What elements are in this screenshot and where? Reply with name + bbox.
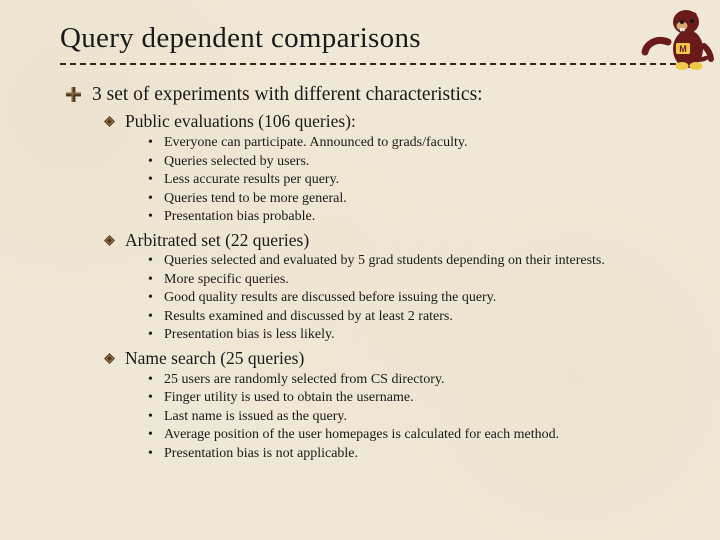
dot-bullet-icon: • (148, 289, 154, 307)
dot-bullet-icon: • (148, 134, 154, 152)
lvl2-heading: Public evaluations (106 queries): (125, 111, 356, 133)
lvl3-text: More specific queries. (164, 271, 289, 289)
lvl1-text: 3 set of experiments with different char… (92, 83, 483, 107)
lvl2-heading: Arbitrated set (22 queries) (125, 230, 309, 252)
bullet-lvl2: Public evaluations (106 queries): (104, 111, 676, 133)
lvl3-text: Presentation bias is not applicable. (164, 445, 358, 463)
bullet-lvl3: • More specific queries. (148, 271, 676, 289)
lvl3-text: Finger utility is used to obtain the use… (164, 389, 414, 407)
lvl3-text: Less accurate results per query. (164, 171, 339, 189)
bullet-lvl3: • Presentation bias probable. (148, 208, 676, 226)
bullet-lvl1: 3 set of experiments with different char… (66, 83, 676, 107)
lvl3-text: Results examined and discussed by at lea… (164, 308, 453, 326)
cross-bullet-icon (66, 87, 81, 102)
diamond-bullet-icon (104, 235, 115, 246)
dot-bullet-icon: • (148, 408, 154, 426)
dot-bullet-icon: • (148, 426, 154, 444)
dot-bullet-icon: • (148, 445, 154, 463)
lvl3-text: Queries tend to be more general. (164, 190, 347, 208)
lvl3-text: Average position of the user homepages i… (164, 426, 559, 444)
lvl3-text: Everyone can participate. Announced to g… (164, 134, 467, 152)
bullet-lvl3: • Queries selected and evaluated by 5 gra… (148, 252, 676, 270)
lvl3-text: Presentation bias is less likely. (164, 326, 335, 344)
title-divider (60, 63, 676, 65)
dot-bullet-icon: • (148, 171, 154, 189)
bullet-lvl3: • Everyone can participate. Announced to … (148, 134, 676, 152)
dot-bullet-icon: • (148, 271, 154, 289)
bullet-lvl3: • Queries tend to be more general. (148, 190, 676, 208)
dot-bullet-icon: • (148, 252, 154, 270)
bullet-lvl3: • Less accurate results per query. (148, 171, 676, 189)
lvl3-text: Last name is issued as the query. (164, 408, 347, 426)
svg-text:M: M (679, 44, 687, 54)
bullet-lvl3: • Good quality results are discussed befo… (148, 289, 676, 307)
lvl2-heading: Name search (25 queries) (125, 348, 304, 370)
bullet-lvl3: • Presentation bias is less likely. (148, 326, 676, 344)
lvl3-text: Good quality results are discussed befor… (164, 289, 496, 307)
diamond-bullet-icon (104, 353, 115, 364)
bullet-lvl3: • Finger utility is used to obtain the us… (148, 389, 676, 407)
dot-bullet-icon: • (148, 389, 154, 407)
dot-bullet-icon: • (148, 326, 154, 344)
dot-bullet-icon: • (148, 208, 154, 226)
bullet-lvl2: Arbitrated set (22 queries) (104, 230, 676, 252)
lvl3-text: 25 users are randomly selected from CS d… (164, 371, 445, 389)
mascot-gopher: M (636, 4, 714, 79)
dot-bullet-icon: • (148, 153, 154, 171)
bullet-lvl3: • Results examined and discussed by at le… (148, 308, 676, 326)
dot-bullet-icon: • (148, 308, 154, 326)
lvl3-text: Presentation bias probable. (164, 208, 315, 226)
lvl3-text: Queries selected and evaluated by 5 grad… (164, 252, 605, 270)
slide-title: Query dependent comparisons (60, 22, 676, 55)
bullet-lvl3: • Last name is issued as the query. (148, 408, 676, 426)
bullet-lvl3: • Average position of the user homepages … (148, 426, 676, 444)
bullet-lvl3: • Queries selected by users. (148, 153, 676, 171)
bullet-lvl3: • Presentation bias is not applicable. (148, 445, 676, 463)
diamond-bullet-icon (104, 116, 115, 127)
bullet-lvl2: Name search (25 queries) (104, 348, 676, 370)
bullet-lvl3: • 25 users are randomly selected from CS … (148, 371, 676, 389)
dot-bullet-icon: • (148, 190, 154, 208)
slide-content: Query dependent comparisons 3 set of exp… (0, 0, 720, 483)
lvl3-text: Queries selected by users. (164, 153, 309, 171)
dot-bullet-icon: • (148, 371, 154, 389)
